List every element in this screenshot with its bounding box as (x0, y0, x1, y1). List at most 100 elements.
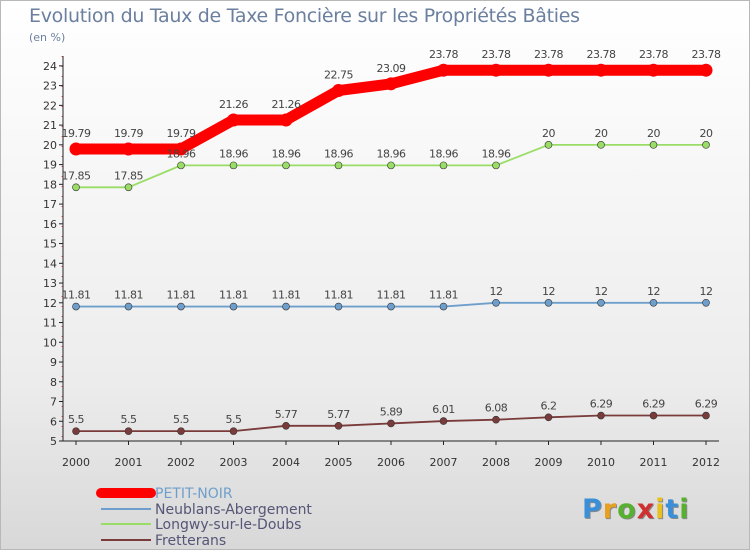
data-label: 11.81 (324, 289, 353, 302)
data-label: 5.89 (380, 405, 403, 418)
y-tick-label: 11 (43, 317, 57, 330)
data-label: 20 (700, 127, 713, 140)
y-tick-label: 21 (43, 119, 57, 132)
data-point (334, 302, 343, 311)
x-tick-label: 2010 (587, 456, 615, 469)
data-point (544, 141, 553, 149)
data-label: 6.01 (432, 403, 455, 416)
data-point (282, 302, 290, 311)
data-label: 22.75 (324, 69, 353, 82)
x-tick-label: 2007 (430, 456, 458, 469)
data-point (279, 113, 293, 127)
data-point (544, 413, 553, 422)
data-label: 23.78 (587, 48, 616, 61)
data-point (177, 161, 185, 170)
legend-entry: PETIT-NOIR (155, 486, 233, 502)
x-tick-label: 2000 (62, 456, 90, 469)
legend-entry: Longwy-sur-le-Doubs (155, 517, 301, 533)
data-label: 23.78 (482, 48, 511, 61)
legend-entry: Neublans-Abergement (155, 502, 312, 518)
y-tick-label: 20 (43, 139, 57, 152)
y-tick-label: 9 (50, 356, 57, 369)
data-label: 6.29 (590, 398, 613, 411)
y-tick-label: 22 (43, 99, 57, 112)
data-label: 18.96 (324, 147, 353, 160)
data-point (229, 302, 238, 311)
data-point (649, 298, 658, 307)
data-label: 5.5 (226, 413, 242, 426)
data-point (489, 63, 503, 77)
data-point (594, 63, 608, 77)
data-point (69, 142, 83, 156)
data-point (177, 427, 185, 435)
data-label: 18.96 (482, 147, 511, 160)
data-label: 23.78 (534, 48, 563, 61)
data-point (282, 161, 290, 170)
data-labels: 11.81 11.81 11.81 11.81 11.81 11.81 11.81 11.81… (62, 48, 722, 426)
y-tick-label: 5 (50, 435, 57, 448)
data-point (387, 302, 395, 311)
data-label: 18.96 (272, 147, 301, 160)
y-tick-label: 10 (43, 336, 57, 349)
y-tick-label: 17 (43, 198, 57, 211)
y-tick-label: 14 (43, 257, 57, 270)
y-tick-label: 13 (43, 277, 57, 290)
data-label: 12 (647, 285, 660, 298)
data-label: 5.77 (327, 408, 350, 421)
data-point (492, 161, 500, 170)
x-tick-label: 2004 (272, 456, 300, 469)
chart-title: Evolution du Taux de Taxe Foncière sur l… (29, 5, 580, 27)
y-tick-label: 24 (43, 60, 57, 73)
data-point (334, 161, 343, 170)
x-tick-label: 2001 (115, 456, 143, 469)
data-point (544, 298, 553, 307)
data-label: 5.5 (173, 413, 189, 426)
y-tick-label: 6 (50, 415, 57, 428)
data-point (227, 113, 240, 127)
data-label: 12 (595, 285, 608, 298)
y-tick-label: 12 (43, 297, 57, 310)
data-point (649, 141, 658, 149)
data-label: 12 (542, 285, 555, 298)
data-label: 18.96 (429, 147, 458, 160)
data-label: 6.29 (695, 398, 718, 411)
y-tick-label: 15 (43, 238, 57, 251)
data-point (437, 63, 450, 77)
data-point (699, 63, 713, 77)
data-label: 18.96 (219, 147, 248, 160)
y-tick-label: 16 (43, 218, 57, 231)
data-label: 12 (490, 285, 503, 298)
data-label: 5.5 (68, 413, 84, 426)
y-tick-label: 18 (43, 178, 57, 191)
data-label: 18.96 (167, 147, 196, 160)
logo-letter: o (617, 494, 637, 525)
logo-letter: x (636, 494, 656, 525)
logo-letter: r (602, 494, 618, 525)
data-point (334, 421, 343, 430)
data-point (649, 411, 658, 420)
series-lines (69, 63, 713, 435)
x-tick-label: 2009 (535, 456, 563, 469)
x-tick-label: 2008 (482, 456, 510, 469)
data-point (492, 298, 500, 307)
logo-letter: t (665, 494, 680, 525)
legend-entry: Fretterans (155, 533, 226, 549)
data-point (229, 427, 238, 435)
data-label: 6.08 (485, 402, 508, 415)
data-point (332, 84, 345, 98)
data-label: 6.29 (642, 398, 665, 411)
data-point (124, 427, 133, 435)
x-tick-label: 2005 (325, 456, 353, 469)
data-label: 17.85 (114, 169, 143, 182)
data-label: 23.78 (429, 48, 458, 61)
data-point (387, 419, 395, 428)
data-point (647, 63, 660, 77)
data-point (124, 183, 133, 192)
data-label: 11.81 (429, 289, 458, 302)
data-point (702, 141, 710, 149)
data-point (177, 302, 185, 311)
data-point (387, 161, 395, 170)
data-label: 11.81 (272, 289, 301, 302)
data-label: 23.78 (639, 48, 668, 61)
data-point (702, 411, 710, 420)
